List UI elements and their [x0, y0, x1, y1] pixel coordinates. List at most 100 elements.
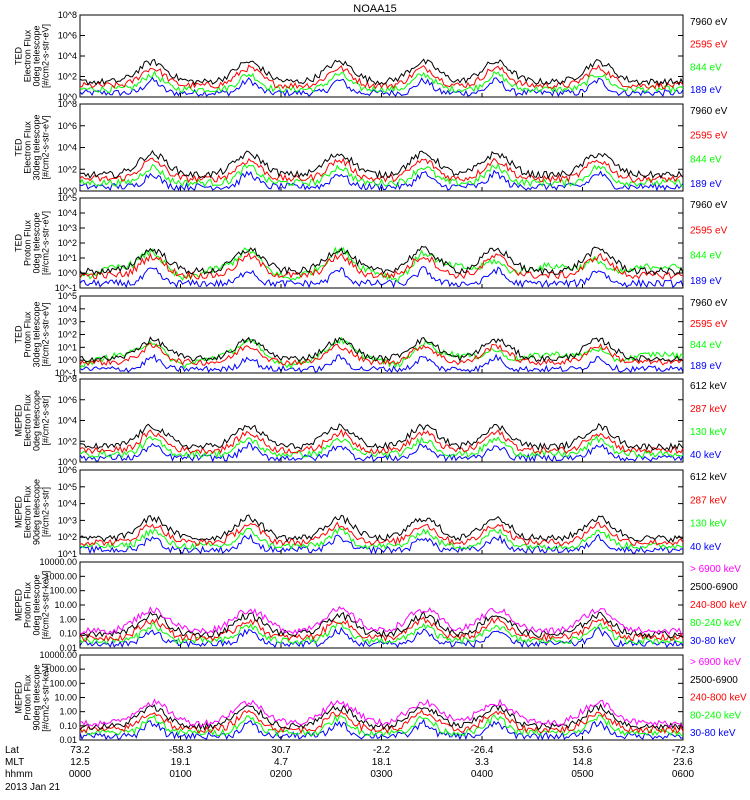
y-axis-label: TED — [14, 138, 24, 157]
x-tick-label: -58.3 — [169, 745, 192, 756]
legend-entry: 287 keV — [690, 404, 727, 415]
series--6900-kev — [79, 605, 684, 636]
y-axis-label: [#/cm2-s-str] — [41, 487, 51, 537]
legend-entry: 612 keV — [690, 472, 727, 483]
y-tick-label: 10^2 — [58, 436, 77, 446]
series-2595-ev — [79, 251, 684, 281]
y-tick-label: 10^0 — [58, 92, 77, 102]
panel-2: 10^0 10^2 10^4 10^6 10^8 TED Electron Flux 30de… — [14, 99, 728, 196]
x-tick-label: 0200 — [270, 769, 293, 780]
y-tick-label: 10^8 — [58, 99, 77, 109]
series-612-kev — [79, 514, 684, 543]
y-tick-label: 10^2 — [58, 72, 77, 82]
y-axis-label: 90deg telescope — [32, 479, 42, 545]
y-axis-label: TED — [14, 325, 24, 344]
y-axis-label: MEPED — [14, 496, 24, 529]
legend-entry: 287 keV — [690, 495, 727, 506]
y-tick-label: 10^4 — [58, 304, 77, 314]
series-130-kev — [79, 435, 684, 460]
y-tick-label: 0.01 — [59, 643, 77, 653]
legend-entry: 130 keV — [690, 519, 727, 530]
x-tick-label: -26.4 — [471, 745, 494, 756]
y-axis-label: 90deg telescope — [32, 664, 42, 730]
series-240-800-kev — [79, 709, 684, 735]
legend-entry: 189 eV — [690, 179, 722, 190]
legend-entry: 240-800 keV — [690, 600, 747, 611]
y-tick-label: 10^1 — [58, 253, 77, 263]
panel-4: 10^-1 10^0 10^1 10^2 10^3 10^4 10^5 TED Proton F… — [14, 291, 728, 378]
panel-6: 10^1 10^2 10^3 10^4 10^5 10^6 MEPED Electron Fl… — [14, 465, 728, 559]
y-tick-label: 10^2 — [58, 238, 77, 248]
legend-entry: 30-80 keV — [690, 636, 736, 647]
y-axis-label: Electron Flux — [23, 29, 33, 82]
y-tick-label: 10^4 — [58, 208, 77, 218]
x-tick-label: 0500 — [571, 769, 594, 780]
series-7960-ev — [79, 245, 684, 276]
panel-frame — [79, 103, 684, 192]
legend-entry: 7960 eV — [690, 106, 728, 117]
legend-entry: 844 eV — [690, 62, 722, 73]
panel-3: 10^-1 10^0 10^1 10^2 10^3 10^4 10^5 TED Proton F… — [14, 193, 728, 293]
y-axis-label: MEPED — [14, 681, 24, 714]
x-tick-label: 0300 — [370, 769, 393, 780]
series-30-80-kev — [79, 718, 684, 741]
x-tick-label: 0600 — [672, 769, 695, 780]
legend-entry: 7960 eV — [690, 17, 728, 28]
panel-frame — [79, 654, 684, 741]
legend-entry: 80-240 keV — [690, 710, 741, 721]
x-tick-label: 23.6 — [673, 757, 693, 768]
series--6900-kev — [79, 698, 684, 728]
y-tick-label: 10.00 — [54, 600, 77, 610]
y-axis-label: Electron Flux — [23, 121, 33, 174]
x-tick-label: 4.7 — [274, 757, 288, 768]
series-287-kev — [79, 521, 684, 547]
y-tick-label: 10^6 — [58, 395, 77, 405]
y-tick-label: 10^2 — [58, 164, 77, 174]
series-240-800-kev — [79, 616, 684, 643]
x-tick-label: 0400 — [471, 769, 494, 780]
series-287-kev — [79, 428, 684, 455]
y-axis-label: 0deg telescope — [32, 574, 42, 635]
y-axis-label: Proton Flux — [23, 581, 33, 628]
x-tick-label: 19.1 — [171, 757, 191, 768]
series-612-kev — [79, 422, 684, 452]
legend-entry: 40 keV — [690, 450, 721, 461]
y-tick-label: 10^4 — [58, 416, 77, 426]
y-tick-label: 10^5 — [58, 291, 77, 301]
x-row-name: Lat — [5, 745, 19, 756]
series-7960-ev — [79, 149, 684, 180]
y-tick-label: 10^0 — [58, 186, 77, 196]
x-tick-label: 53.6 — [573, 745, 593, 756]
y-tick-label: 10^0 — [58, 355, 77, 365]
y-tick-label: 10^3 — [58, 223, 77, 233]
y-tick-label: 10^6 — [58, 31, 77, 41]
y-tick-label: 10^5 — [58, 482, 77, 492]
legend-entry: 2595 eV — [690, 40, 728, 51]
legend-entry: 2595 eV — [690, 225, 728, 236]
legend-entry: 30-80 keV — [690, 728, 736, 739]
y-tick-label: 10^4 — [58, 499, 77, 509]
x-tick-label: 12.5 — [70, 757, 90, 768]
y-tick-label: 10^0 — [58, 457, 77, 467]
series-2595-ev — [79, 342, 684, 367]
y-axis-label: 0deg telescope — [32, 25, 42, 86]
series-7960-ev — [79, 336, 684, 363]
y-axis-label: Proton Flux — [23, 219, 33, 266]
y-tick-label: 10^2 — [58, 330, 77, 340]
series-844-ev — [79, 336, 684, 370]
y-tick-label: 10^-1 — [55, 368, 77, 378]
y-axis-label: [#/cm2-s-str-eV] — [41, 115, 51, 179]
y-tick-label: 100.00 — [49, 678, 77, 688]
y-tick-label: 10^1 — [58, 342, 77, 352]
y-tick-label: 10.00 — [54, 693, 77, 703]
x-tick-label: 73.2 — [70, 745, 90, 756]
y-axis-label: [#/cm2-s-str-eV] — [41, 302, 51, 366]
plot-title: NOAA15 — [353, 3, 396, 15]
x-tick-label: 0100 — [169, 769, 192, 780]
y-axis-label: TED — [14, 46, 24, 65]
y-tick-label: 10^0 — [58, 268, 77, 278]
y-tick-label: 0.01 — [59, 735, 77, 745]
panel-8: 0.01 0.10 1.00 10.00 100.00 1000.00 10000.00 ME… — [14, 650, 748, 745]
series-189-ev — [79, 169, 684, 192]
